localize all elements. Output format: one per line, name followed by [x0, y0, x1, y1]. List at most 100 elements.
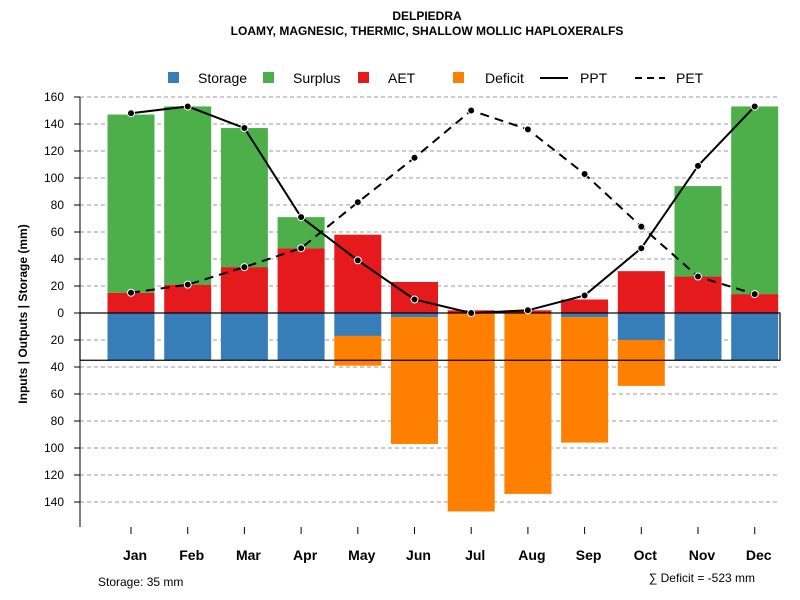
aet-bar [277, 248, 325, 313]
pet-point [353, 198, 362, 207]
aet-bar [731, 294, 779, 313]
y-tick-label: 100 [44, 171, 64, 185]
deficit-bar [561, 317, 609, 443]
y-tick-label: 120 [44, 468, 64, 482]
pet-point [523, 125, 532, 134]
legend-label-surplus: Surplus [293, 70, 340, 86]
y-tick-label: 140 [44, 117, 64, 131]
y-tick-label: 60 [51, 225, 65, 239]
deficit-bar [504, 313, 552, 494]
pet-point [637, 222, 646, 231]
x-tick-label: Nov [689, 547, 716, 563]
ppt-point [637, 244, 646, 253]
pet-point [750, 290, 759, 299]
y-tick-label: 0 [57, 306, 64, 320]
x-tick-label: Jul [465, 547, 485, 563]
storage-bar [334, 313, 382, 336]
y-tick-label: 60 [51, 387, 65, 401]
aet-bar [107, 292, 155, 313]
storage-bar [731, 313, 779, 361]
legend-swatch-storage [168, 72, 179, 83]
x-tick-label: Sep [576, 547, 602, 563]
deficit-bar [447, 313, 495, 512]
surplus-bar [277, 217, 325, 249]
ppt-line [130, 105, 756, 315]
y-tick-label: 40 [51, 252, 65, 266]
x-tick-label: Jan [123, 547, 147, 563]
y-tick-label: 80 [51, 198, 65, 212]
pet-point [410, 153, 419, 162]
pet-point [240, 263, 249, 272]
legend-label-storage: Storage [198, 70, 247, 86]
storage-bar [391, 313, 438, 318]
legend-label-deficit: Deficit [485, 70, 524, 86]
x-tick-label: Jun [406, 547, 431, 563]
legend-swatch-surplus [263, 72, 274, 83]
pet-point [183, 280, 192, 289]
x-tick-label: Aug [518, 547, 545, 563]
x-tick-label: Dec [746, 547, 772, 563]
storage-bar [617, 313, 665, 340]
legend-label-ppt: PPT [580, 70, 608, 86]
y-tick-label: 20 [51, 279, 65, 293]
pet-point [467, 106, 476, 115]
legend: Storage Surplus AET Deficit PPT PET [168, 70, 704, 86]
y-axis-label: Inputs | Outputs | Storage (mm) [16, 224, 30, 403]
deficit-bar [391, 317, 438, 444]
aet-bar [617, 271, 665, 313]
bars [79, 106, 781, 512]
surplus-bar [107, 114, 155, 293]
storage-bar [220, 313, 268, 361]
y-tick-label: 40 [51, 360, 65, 374]
x-tick-label: Mar [236, 547, 261, 563]
ppt-point [410, 295, 419, 304]
legend-swatch-aet [358, 72, 369, 83]
storage-bar [277, 313, 325, 361]
ppt-point [750, 102, 759, 111]
pet-point [297, 244, 306, 253]
aet-bar [164, 284, 212, 313]
axes: 160 140 120 100 80 60 40 20 0 20 40 60 80 100 120 140 Ja… [44, 90, 772, 563]
deficit-bar [617, 340, 665, 386]
y-tick-label: 160 [44, 90, 64, 104]
storage-bar [107, 313, 155, 361]
legend-label-aet: AET [388, 70, 416, 86]
ppt-point [523, 306, 532, 315]
storage-bar [674, 313, 722, 361]
storage-bar [164, 313, 212, 361]
ppt-point [467, 309, 476, 317]
pet-point [580, 169, 589, 178]
storage-bar [561, 313, 609, 318]
y-tick-label: 140 [44, 495, 64, 509]
legend-swatch-deficit [453, 72, 464, 83]
ppt-point [580, 291, 589, 300]
y-tick-label: 20 [51, 333, 65, 347]
ppt-point [183, 102, 192, 111]
surplus-bar [220, 128, 268, 268]
chart-title: DELPIEDRA [392, 9, 462, 23]
deficit-total: ∑ Deficit = -523 mm [649, 571, 755, 585]
pet-point [694, 272, 702, 281]
aet-bar [334, 234, 382, 313]
aet-bar [674, 276, 722, 313]
y-tick-label: 80 [51, 414, 65, 428]
x-tick-label: Apr [293, 547, 318, 563]
ppt-point [240, 124, 249, 133]
x-tick-label: Oct [634, 547, 658, 563]
surplus-bar [731, 106, 779, 295]
series-lines [127, 102, 759, 317]
y-tick-label: 120 [44, 144, 64, 158]
y-tick-label: 100 [44, 441, 64, 455]
ppt-point [353, 256, 362, 265]
x-tick-label: May [348, 547, 375, 563]
legend-label-pet: PET [676, 70, 704, 86]
deficit-bar [334, 335, 382, 366]
ppt-point [127, 109, 135, 118]
aet-bar [561, 299, 609, 313]
aet-bar [220, 267, 268, 313]
ppt-point [694, 161, 702, 170]
ppt-point [297, 213, 306, 222]
storage-note: Storage: 35 mm [98, 575, 183, 589]
x-tick-label: Feb [179, 547, 204, 563]
